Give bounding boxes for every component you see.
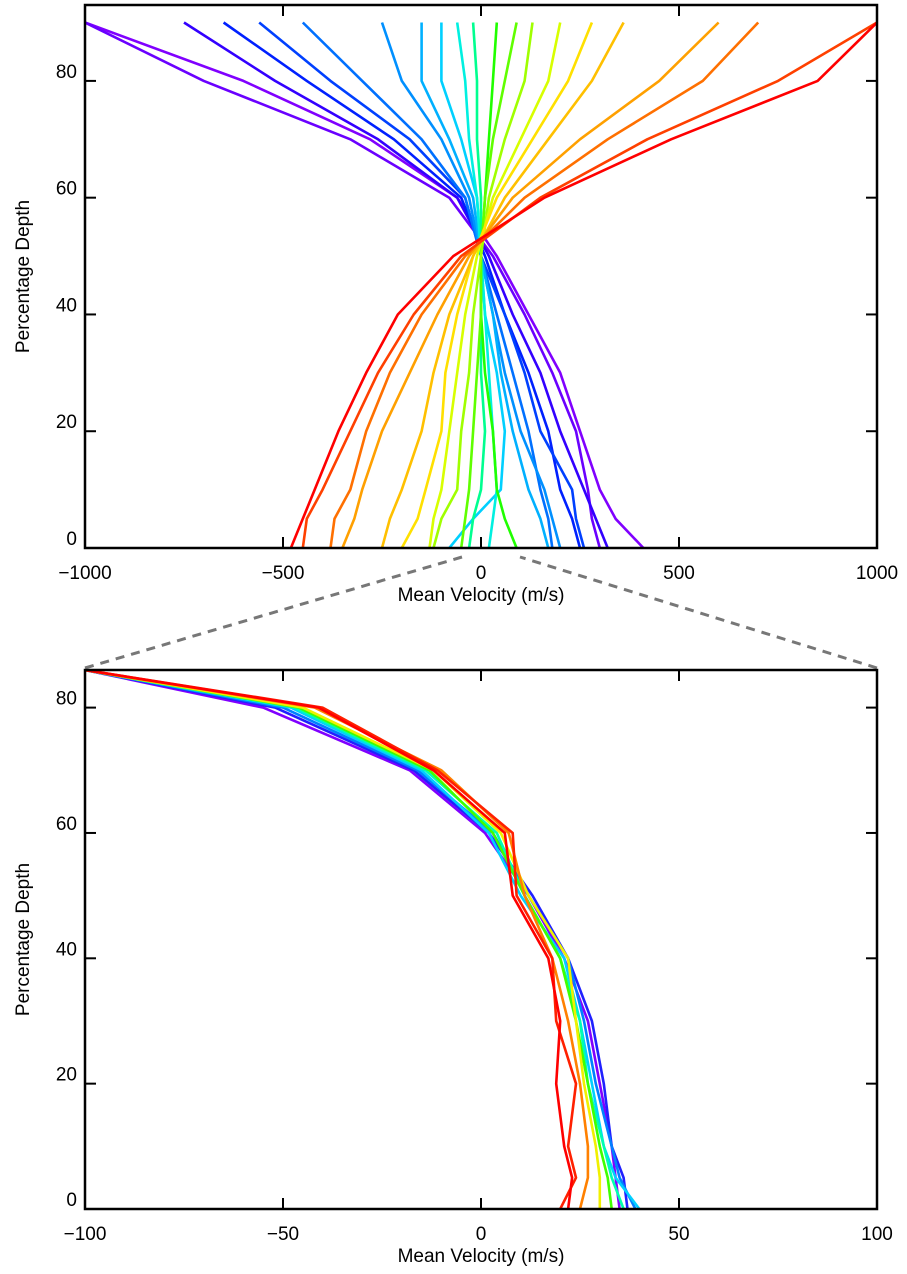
y-axis-title: Percentage Depth xyxy=(13,200,34,353)
profile-line xyxy=(258,21,586,548)
profile-line xyxy=(85,670,578,1209)
profile-line xyxy=(380,21,625,548)
profile-line xyxy=(85,670,602,1209)
zoom-guide xyxy=(84,555,463,670)
profile-line xyxy=(428,22,562,548)
y-tick-label: 20 xyxy=(56,412,77,433)
profile-line xyxy=(85,21,645,548)
y-tick-label: 40 xyxy=(56,939,77,960)
profile-line xyxy=(85,670,621,1209)
profile-line xyxy=(85,670,574,1209)
x-tick-label: 50 xyxy=(668,1224,689,1245)
x-tick-label: 0 xyxy=(476,563,487,584)
profile-line xyxy=(289,21,877,548)
profile-line xyxy=(329,21,760,548)
y-tick-label: 80 xyxy=(56,689,77,710)
x-axis-title: Mean Velocity (m/s) xyxy=(398,585,565,606)
plot-frame xyxy=(83,668,879,1211)
profile-line xyxy=(400,22,594,548)
profile-line xyxy=(301,21,877,548)
y-axis-title: Percentage Depth xyxy=(13,863,34,1016)
x-tick-label: −1000 xyxy=(58,563,111,584)
x-tick-label: −500 xyxy=(262,563,305,584)
profile-line xyxy=(85,670,590,1209)
profile-line xyxy=(341,21,720,548)
y-tick-label: 0 xyxy=(66,1190,77,1211)
x-axis-title: Mean Velocity (m/s) xyxy=(398,1246,565,1267)
profile-line xyxy=(459,22,518,548)
plot-lines xyxy=(85,21,877,548)
x-tick-label: 500 xyxy=(663,563,695,584)
profile-line xyxy=(301,21,554,548)
profile-line xyxy=(85,670,613,1209)
x-tick-label: −100 xyxy=(64,1224,107,1245)
x-tick-label: −50 xyxy=(267,1224,299,1245)
profile-line xyxy=(85,670,629,1209)
profile-line xyxy=(432,22,534,548)
zoom-guide xyxy=(519,555,878,670)
y-tick-label: 80 xyxy=(56,62,77,83)
x-tick-label: 1000 xyxy=(856,563,898,584)
x-tick-label: 100 xyxy=(861,1224,893,1245)
profile-line xyxy=(222,21,582,548)
profile-line xyxy=(455,22,499,548)
y-tick-label: 40 xyxy=(56,295,77,316)
y-tick-label: 0 xyxy=(66,529,77,550)
y-tick-label: 60 xyxy=(56,179,77,200)
profile-line xyxy=(420,22,550,548)
x-tick-label: 0 xyxy=(476,1224,487,1245)
y-tick-label: 20 xyxy=(56,1065,77,1086)
plot-lines xyxy=(85,670,641,1209)
y-tick-label: 60 xyxy=(56,814,77,835)
profile-line xyxy=(183,21,609,548)
